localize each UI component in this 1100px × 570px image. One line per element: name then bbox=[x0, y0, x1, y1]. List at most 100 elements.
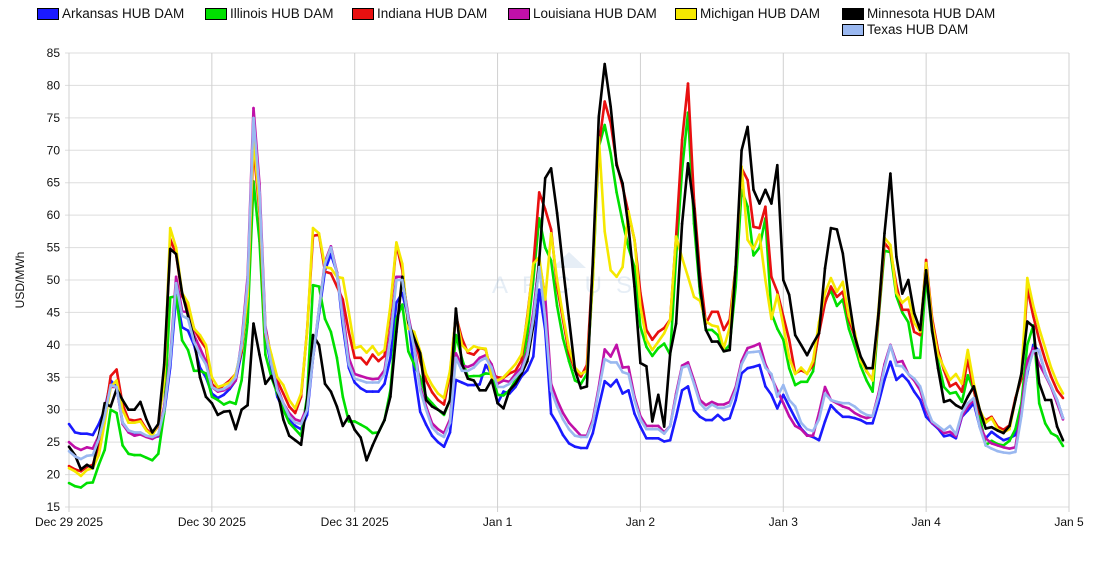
data-point bbox=[918, 398, 922, 402]
data-point bbox=[764, 385, 767, 388]
data-point bbox=[323, 382, 327, 386]
data-point bbox=[537, 288, 541, 292]
legend-label: Minnesota HUB DAM bbox=[867, 6, 996, 21]
data-point bbox=[377, 431, 380, 434]
legend-item[interactable]: Louisiana HUB DAM bbox=[508, 6, 657, 21]
data-point bbox=[377, 377, 380, 380]
x-axis: Dec 29 2025 Dec 30 2025 Dec 31 2025 Jan 1 Ja… bbox=[35, 515, 1084, 529]
data-point bbox=[1037, 348, 1041, 352]
data-point bbox=[258, 191, 261, 194]
data-point bbox=[508, 382, 511, 386]
data-point bbox=[395, 278, 398, 282]
data-point bbox=[341, 395, 345, 399]
legend-item[interactable]: Indiana HUB DAM bbox=[352, 6, 487, 21]
data-point bbox=[1032, 315, 1035, 318]
data-point bbox=[924, 261, 928, 265]
legend-item[interactable]: Minnesota HUB DAM bbox=[842, 6, 995, 21]
data-point bbox=[210, 385, 214, 389]
data-point bbox=[97, 453, 101, 457]
data-point bbox=[424, 408, 428, 412]
data-point bbox=[651, 354, 654, 358]
data-point bbox=[299, 392, 303, 395]
data-point bbox=[228, 409, 231, 413]
data-point bbox=[901, 373, 904, 377]
data-point bbox=[722, 328, 726, 332]
data-point bbox=[365, 376, 368, 380]
data-point bbox=[609, 361, 612, 364]
data-point bbox=[567, 421, 571, 425]
data-point bbox=[97, 463, 101, 467]
data-point bbox=[942, 429, 946, 432]
data-point bbox=[216, 398, 220, 402]
data-point bbox=[603, 357, 606, 361]
data-point bbox=[109, 374, 112, 378]
data-point bbox=[770, 202, 773, 205]
data-point bbox=[222, 393, 226, 397]
x-tick-label: Jan 4 bbox=[911, 515, 941, 529]
data-point bbox=[67, 464, 71, 468]
data-point bbox=[770, 317, 773, 321]
legend-item[interactable]: Illinois HUB DAM bbox=[205, 6, 334, 21]
data-point bbox=[79, 474, 83, 478]
data-point bbox=[91, 466, 95, 470]
data-point bbox=[145, 418, 148, 421]
data-point bbox=[293, 421, 297, 425]
data-point bbox=[287, 398, 291, 402]
data-point bbox=[436, 392, 440, 395]
data-point bbox=[865, 366, 868, 370]
data-point bbox=[579, 387, 583, 390]
legend-item[interactable]: Texas HUB DAM bbox=[842, 22, 968, 37]
data-point bbox=[639, 325, 642, 329]
data-point bbox=[603, 100, 606, 103]
data-point bbox=[948, 385, 952, 388]
data-point bbox=[210, 376, 214, 379]
data-point bbox=[924, 258, 928, 262]
data-point bbox=[573, 368, 577, 372]
data-point bbox=[853, 405, 856, 408]
data-point bbox=[502, 407, 505, 410]
y-tick-label: 70 bbox=[47, 143, 61, 157]
data-point bbox=[395, 301, 398, 305]
data-point bbox=[1014, 427, 1017, 431]
data-point bbox=[490, 366, 493, 369]
data-point bbox=[436, 408, 440, 412]
data-point bbox=[484, 356, 488, 360]
data-point bbox=[871, 366, 874, 370]
data-point bbox=[954, 437, 958, 440]
data-point bbox=[317, 307, 321, 311]
data-point bbox=[853, 411, 856, 415]
data-point bbox=[347, 363, 351, 366]
data-point bbox=[996, 449, 999, 453]
series-texas-hub-dam bbox=[67, 116, 1065, 461]
legend-item[interactable]: Arkansas HUB DAM bbox=[37, 6, 184, 21]
data-point bbox=[633, 412, 636, 415]
data-point bbox=[192, 327, 196, 330]
data-point bbox=[787, 398, 791, 402]
data-point bbox=[710, 418, 714, 422]
data-point bbox=[311, 356, 315, 360]
data-point bbox=[460, 369, 464, 373]
data-point bbox=[383, 372, 386, 376]
data-point bbox=[133, 434, 136, 438]
data-point bbox=[85, 481, 89, 485]
data-point bbox=[198, 333, 202, 337]
data-point bbox=[555, 422, 559, 425]
data-point bbox=[847, 314, 851, 318]
legend-item[interactable]: Michigan HUB DAM bbox=[675, 6, 820, 21]
data-point bbox=[686, 275, 690, 279]
data-point bbox=[478, 346, 482, 350]
data-point bbox=[514, 363, 517, 366]
data-point bbox=[359, 374, 363, 378]
data-point bbox=[472, 383, 476, 387]
data-point bbox=[1043, 372, 1047, 376]
data-point bbox=[853, 335, 856, 338]
data-point bbox=[710, 403, 714, 406]
legend-swatch bbox=[37, 7, 59, 20]
data-point bbox=[79, 486, 83, 489]
data-point bbox=[514, 372, 517, 376]
data-point bbox=[627, 225, 630, 229]
data-point bbox=[299, 422, 303, 426]
data-point bbox=[567, 346, 571, 350]
data-point bbox=[335, 405, 339, 408]
data-point bbox=[823, 291, 827, 295]
